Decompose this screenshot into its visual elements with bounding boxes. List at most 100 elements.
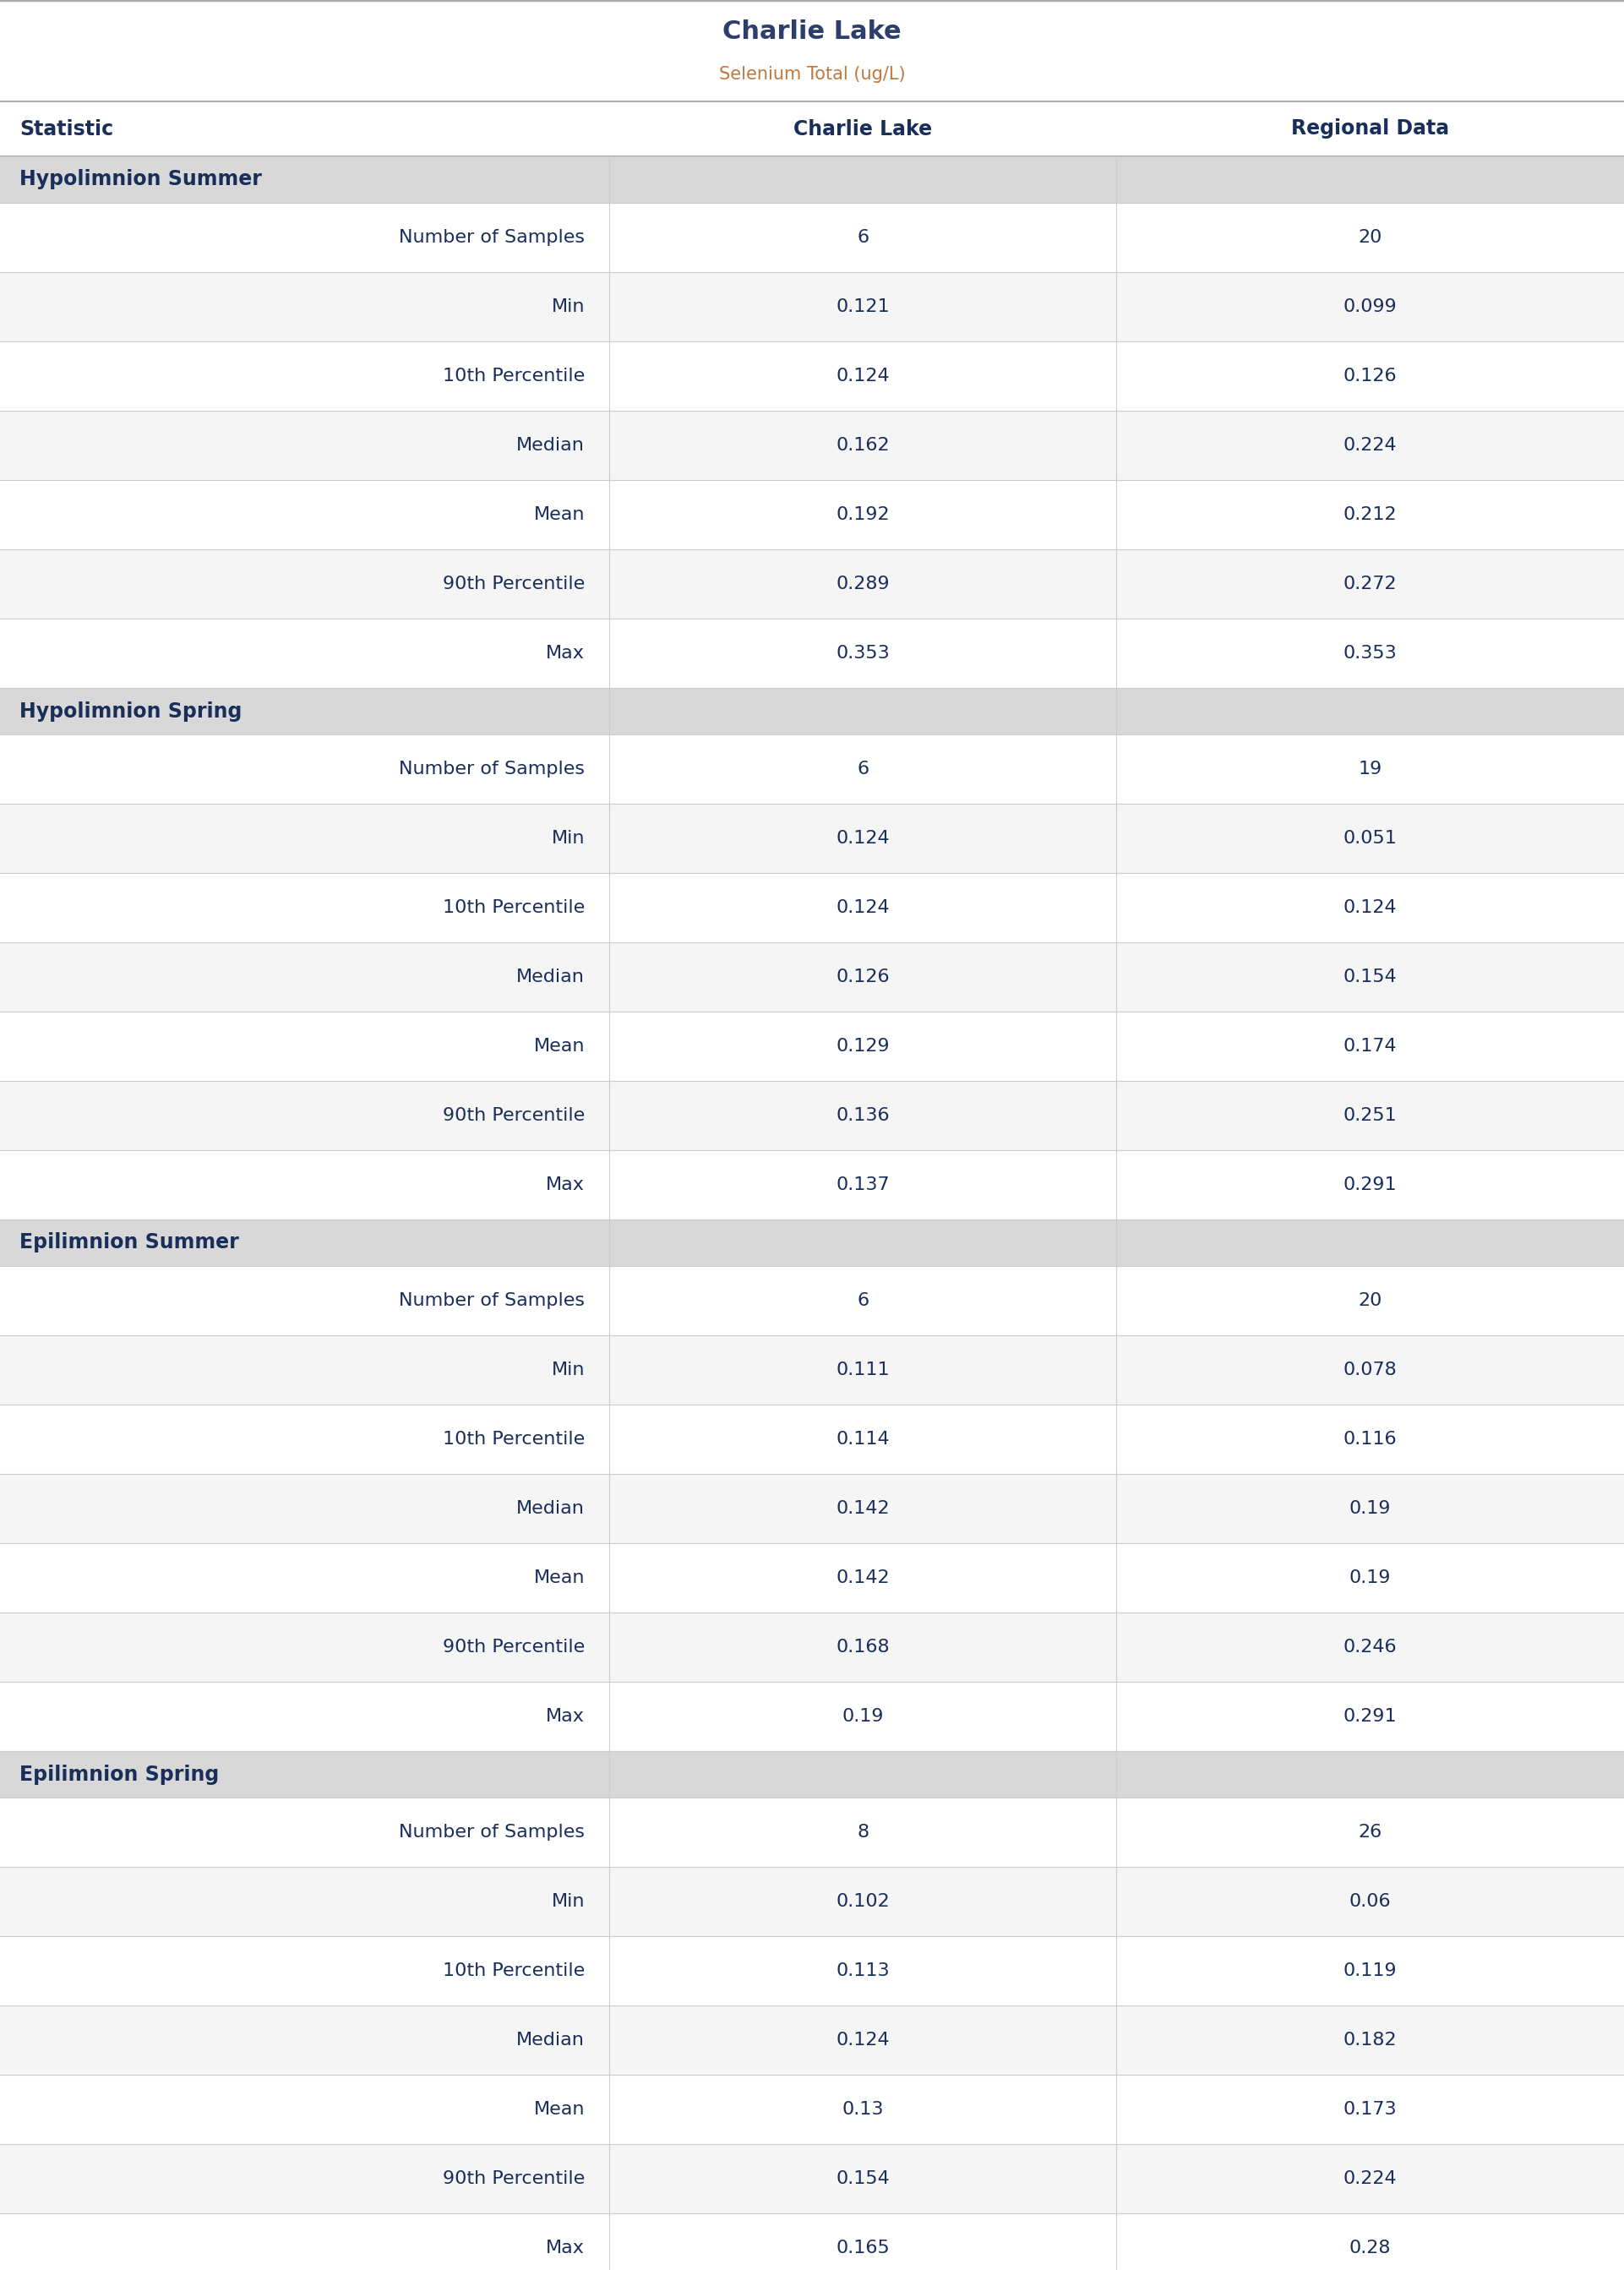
Text: Regional Data: Regional Data [1291,118,1449,138]
Text: 8: 8 [857,1823,869,1841]
Text: 0.28: 0.28 [1350,2240,1392,2256]
Text: 0.353: 0.353 [836,645,890,663]
Bar [0,1405,1624,1473]
Text: 0.154: 0.154 [836,2170,890,2188]
Text: 0.19: 0.19 [841,1707,883,1725]
Text: 0.289: 0.289 [836,577,890,592]
Text: Mean: Mean [534,1037,585,1056]
Text: Max: Max [546,1176,585,1194]
Bar [0,735,1624,804]
Text: 0.154: 0.154 [1343,969,1397,985]
Text: 0.19: 0.19 [1350,1569,1392,1587]
Text: 0.124: 0.124 [836,831,890,847]
Bar [0,1473,1624,1544]
Text: 0.078: 0.078 [1343,1362,1397,1378]
Text: Hypolimnion Spring: Hypolimnion Spring [19,701,242,722]
Text: 0.124: 0.124 [836,368,890,384]
Text: 0.129: 0.129 [836,1037,890,1056]
Bar [0,340,1624,411]
Bar [0,411,1624,479]
Bar [0,1544,1624,1612]
Text: Median: Median [516,2032,585,2048]
Text: 90th Percentile: 90th Percentile [442,1639,585,1655]
Text: 0.113: 0.113 [836,1961,890,1979]
Text: 90th Percentile: 90th Percentile [442,2170,585,2188]
Text: 0.121: 0.121 [836,297,890,316]
Text: 0.182: 0.182 [1343,2032,1397,2048]
Bar [0,1219,1624,1267]
Text: 0.192: 0.192 [836,506,890,522]
Text: 0.353: 0.353 [1343,645,1397,663]
Text: Selenium Total (ug/L): Selenium Total (ug/L) [719,66,905,82]
Text: 0.124: 0.124 [836,2032,890,2048]
Text: 0.224: 0.224 [1343,436,1397,454]
Text: Mean: Mean [534,2102,585,2118]
Text: 0.19: 0.19 [1350,1500,1392,1516]
Text: 20: 20 [1358,1292,1382,1310]
Text: Number of Samples: Number of Samples [400,1823,585,1841]
Bar [0,549,1624,620]
Text: 0.124: 0.124 [1343,899,1397,917]
Bar [0,620,1624,688]
Bar [0,2213,1624,2270]
Text: 26: 26 [1358,1823,1382,1841]
Text: 0.137: 0.137 [836,1176,890,1194]
Text: Min: Min [551,831,585,847]
Text: 0.111: 0.111 [836,1362,890,1378]
Text: Max: Max [546,2240,585,2256]
Text: 0.099: 0.099 [1343,297,1397,316]
Text: 0.119: 0.119 [1343,1961,1397,1979]
Text: 90th Percentile: 90th Percentile [442,577,585,592]
Text: 0.272: 0.272 [1343,577,1397,592]
Text: Hypolimnion Summer: Hypolimnion Summer [19,170,261,191]
Bar [0,942,1624,1012]
Text: 10th Percentile: 10th Percentile [442,1961,585,1979]
Bar [0,1267,1624,1335]
Text: Mean: Mean [534,1569,585,1587]
Text: 0.162: 0.162 [836,436,890,454]
Text: 0.142: 0.142 [836,1500,890,1516]
Text: Epilimnion Summer: Epilimnion Summer [19,1233,239,1253]
Text: 0.173: 0.173 [1343,2102,1397,2118]
Bar [0,2145,1624,2213]
Bar [0,272,1624,340]
Text: Charlie Lake: Charlie Lake [723,18,901,43]
Bar [0,874,1624,942]
Bar [0,1335,1624,1405]
Bar [0,202,1624,272]
Bar [0,2004,1624,2075]
Text: 19: 19 [1358,760,1382,779]
Text: 10th Percentile: 10th Percentile [442,1430,585,1448]
Text: Number of Samples: Number of Samples [400,1292,585,1310]
Bar [0,1151,1624,1219]
Text: 0.116: 0.116 [1343,1430,1397,1448]
Text: 0.291: 0.291 [1343,1707,1397,1725]
Bar [0,479,1624,549]
Text: 0.142: 0.142 [836,1569,890,1587]
Bar [0,157,1624,202]
Text: 0.224: 0.224 [1343,2170,1397,2188]
Bar [0,1682,1624,1750]
Text: Max: Max [546,645,585,663]
Text: 0.251: 0.251 [1343,1108,1397,1124]
Text: 0.124: 0.124 [836,899,890,917]
Text: 90th Percentile: 90th Percentile [442,1108,585,1124]
Text: 0.13: 0.13 [841,2102,883,2118]
Text: Median: Median [516,969,585,985]
Text: 0.102: 0.102 [836,1893,890,1909]
Text: 0.051: 0.051 [1343,831,1397,847]
Text: 10th Percentile: 10th Percentile [442,899,585,917]
Text: Min: Min [551,297,585,316]
Text: 0.168: 0.168 [836,1639,890,1655]
Text: 0.174: 0.174 [1343,1037,1397,1056]
Text: 0.291: 0.291 [1343,1176,1397,1194]
Text: 0.126: 0.126 [836,969,890,985]
Bar [0,102,1624,157]
Text: 20: 20 [1358,229,1382,245]
Text: 10th Percentile: 10th Percentile [442,368,585,384]
Text: Statistic: Statistic [19,118,114,138]
Bar [0,804,1624,874]
Text: 6: 6 [857,229,869,245]
Text: 0.06: 0.06 [1350,1893,1392,1909]
Text: Median: Median [516,436,585,454]
